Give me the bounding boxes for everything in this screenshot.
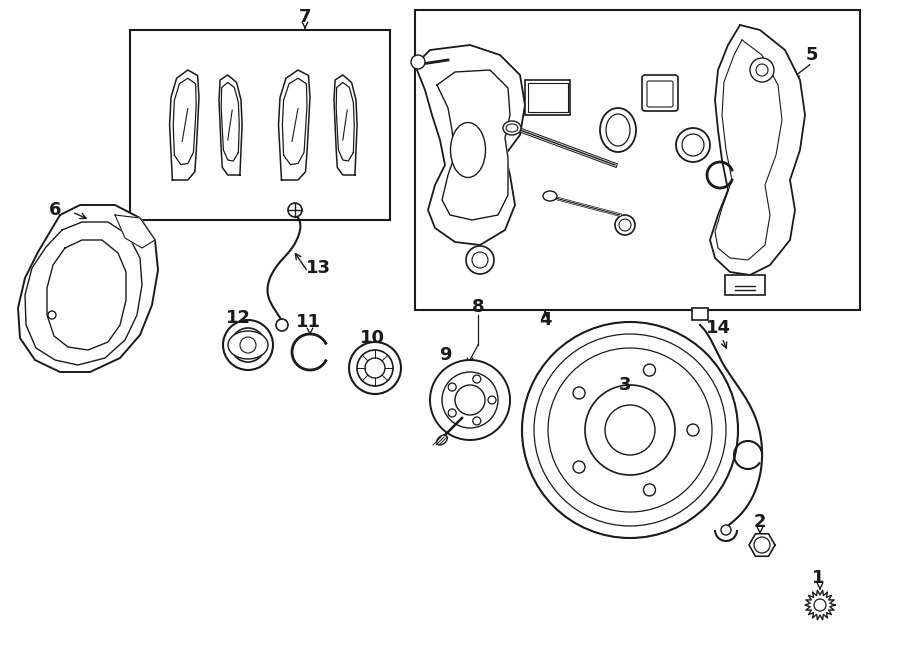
Bar xyxy=(725,275,765,295)
Polygon shape xyxy=(334,75,357,175)
Circle shape xyxy=(472,375,481,383)
Polygon shape xyxy=(415,45,525,245)
Polygon shape xyxy=(169,70,199,180)
Circle shape xyxy=(430,360,510,440)
Circle shape xyxy=(448,383,456,391)
Ellipse shape xyxy=(606,114,630,146)
Ellipse shape xyxy=(682,134,704,156)
Ellipse shape xyxy=(228,331,268,359)
Polygon shape xyxy=(710,25,805,275)
Circle shape xyxy=(455,385,485,415)
Text: 14: 14 xyxy=(706,319,731,337)
Polygon shape xyxy=(219,75,242,175)
Bar xyxy=(525,80,570,115)
Circle shape xyxy=(573,461,585,473)
Ellipse shape xyxy=(451,122,485,178)
Circle shape xyxy=(365,358,385,378)
Text: 11: 11 xyxy=(295,313,320,331)
Text: 6: 6 xyxy=(49,201,61,219)
Ellipse shape xyxy=(543,191,557,201)
Circle shape xyxy=(240,337,256,353)
Circle shape xyxy=(573,387,585,399)
Ellipse shape xyxy=(676,128,710,162)
Polygon shape xyxy=(115,215,155,248)
Ellipse shape xyxy=(600,108,636,152)
Circle shape xyxy=(231,328,265,362)
Polygon shape xyxy=(47,240,126,350)
Circle shape xyxy=(448,409,456,417)
Circle shape xyxy=(644,484,655,496)
Text: 2: 2 xyxy=(754,513,766,531)
Circle shape xyxy=(411,55,425,69)
Polygon shape xyxy=(18,205,158,372)
Circle shape xyxy=(615,215,635,235)
Circle shape xyxy=(288,203,302,217)
Polygon shape xyxy=(749,533,775,557)
Circle shape xyxy=(357,350,393,386)
Text: 3: 3 xyxy=(619,376,631,394)
Circle shape xyxy=(349,342,401,394)
Circle shape xyxy=(534,334,726,526)
Polygon shape xyxy=(337,83,355,161)
Circle shape xyxy=(276,319,288,331)
Circle shape xyxy=(814,599,826,611)
Circle shape xyxy=(466,246,494,274)
Circle shape xyxy=(750,58,774,82)
Circle shape xyxy=(48,311,56,319)
FancyBboxPatch shape xyxy=(647,81,673,107)
Text: 12: 12 xyxy=(226,309,250,327)
Bar xyxy=(130,30,390,220)
Circle shape xyxy=(472,417,481,425)
Circle shape xyxy=(754,537,770,553)
Polygon shape xyxy=(221,83,239,161)
Text: 9: 9 xyxy=(439,346,451,364)
Circle shape xyxy=(472,252,488,268)
Bar xyxy=(528,83,568,112)
Circle shape xyxy=(442,372,498,428)
Circle shape xyxy=(756,64,768,76)
Polygon shape xyxy=(278,70,310,180)
Ellipse shape xyxy=(506,124,518,132)
Polygon shape xyxy=(283,78,307,165)
Text: 1: 1 xyxy=(812,569,824,587)
Text: 7: 7 xyxy=(299,8,311,26)
Text: 5: 5 xyxy=(806,46,818,64)
Circle shape xyxy=(644,364,655,376)
Bar xyxy=(692,308,708,320)
Ellipse shape xyxy=(436,435,447,445)
Polygon shape xyxy=(437,70,510,220)
Circle shape xyxy=(605,405,655,455)
Circle shape xyxy=(619,219,631,231)
Polygon shape xyxy=(25,222,142,365)
Circle shape xyxy=(522,322,738,538)
Text: 13: 13 xyxy=(305,259,330,277)
Polygon shape xyxy=(805,590,835,620)
Text: 4: 4 xyxy=(539,311,551,329)
Text: 8: 8 xyxy=(472,298,484,316)
Circle shape xyxy=(721,525,731,535)
FancyBboxPatch shape xyxy=(642,75,678,111)
Circle shape xyxy=(548,348,712,512)
Circle shape xyxy=(687,424,699,436)
Circle shape xyxy=(585,385,675,475)
Circle shape xyxy=(223,320,273,370)
Polygon shape xyxy=(173,78,196,165)
Ellipse shape xyxy=(503,121,521,135)
Bar xyxy=(415,10,860,310)
Circle shape xyxy=(488,396,496,404)
Text: 10: 10 xyxy=(359,329,384,347)
